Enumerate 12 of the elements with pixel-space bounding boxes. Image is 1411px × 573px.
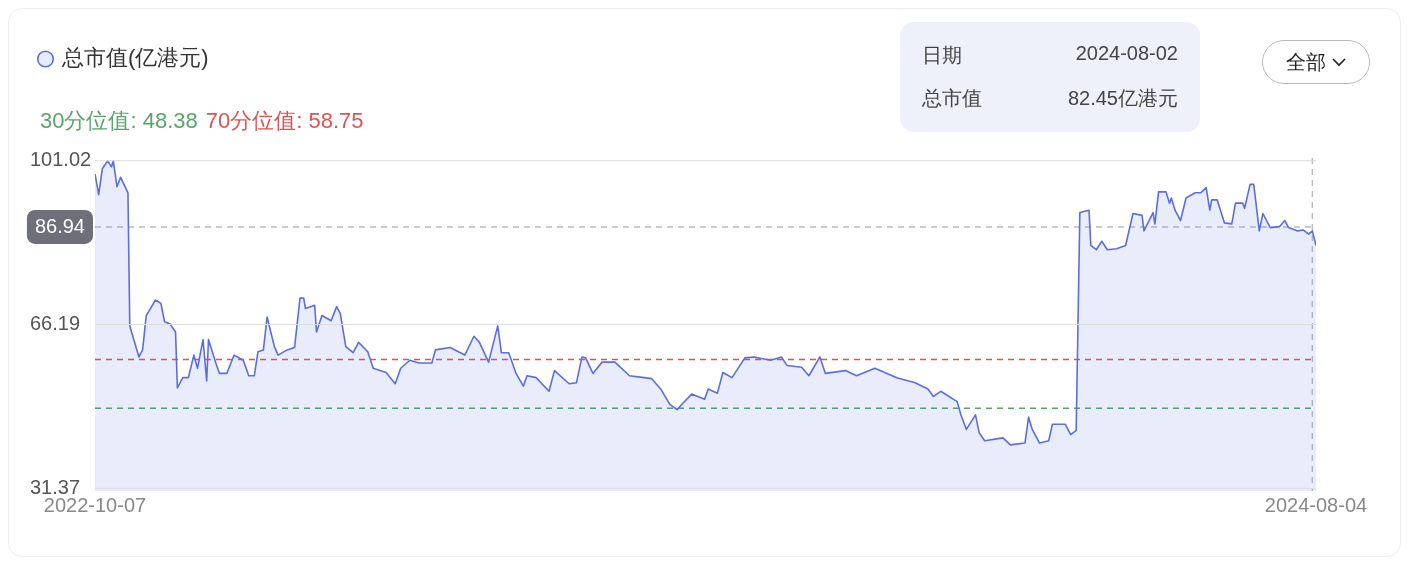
text: 总市值 bbox=[922, 86, 983, 111]
text: 日期 bbox=[922, 43, 963, 68]
y-tick-label: 66.19 bbox=[30, 312, 81, 335]
text: 2024-08-02 bbox=[1074, 42, 1178, 66]
ref-line-label: 86.94 bbox=[34, 215, 86, 238]
legend-label: 总市值(亿港元) bbox=[61, 45, 209, 71]
ref-line-label: 30分位值: 48.38 bbox=[40, 108, 198, 133]
y-tick-label: 101.02 bbox=[30, 148, 92, 171]
x-tick-label: 2024-08-04 bbox=[1264, 493, 1368, 516]
text: 82.45亿港元 bbox=[1066, 86, 1178, 111]
text: 全部 bbox=[1286, 49, 1326, 75]
ref-line-label: 70分位值: 58.75 bbox=[205, 108, 364, 133]
